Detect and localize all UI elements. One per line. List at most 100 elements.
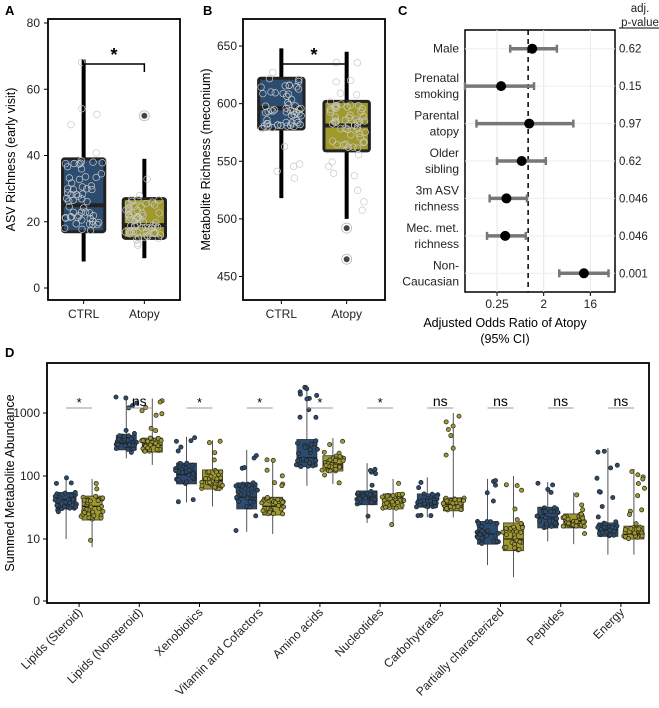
data-point: [336, 480, 342, 486]
panel-letter: B: [203, 3, 212, 18]
row-label: Older: [430, 146, 459, 160]
data-point: [140, 438, 146, 443]
data-point: [579, 502, 585, 508]
data-point: [125, 216, 133, 224]
data-point: [514, 483, 520, 489]
data-point: [347, 131, 355, 139]
data-point: [297, 112, 305, 120]
data-point: [97, 170, 106, 178]
data-point: [609, 524, 615, 530]
data-point: [328, 120, 337, 128]
outlier-point: [342, 255, 351, 264]
data-point: [566, 520, 571, 526]
data-point: [332, 101, 341, 110]
data-point: [434, 494, 440, 500]
data-point: [259, 89, 267, 98]
data-point: [490, 498, 496, 504]
data-point: [639, 507, 645, 513]
data-point: [595, 524, 601, 530]
data-point: [64, 185, 72, 193]
data-point: [176, 477, 182, 483]
plot-frame: [46, 362, 650, 604]
data-point: [54, 480, 59, 486]
data-point: [341, 116, 350, 124]
data-point: [271, 511, 277, 517]
data-point: [642, 485, 647, 491]
data-point: [355, 490, 361, 496]
data-point: [427, 498, 433, 504]
data-point: [372, 466, 378, 472]
data-point: [608, 465, 614, 471]
data-point: [632, 530, 638, 536]
data-point: [633, 521, 639, 527]
data-point: [153, 440, 159, 446]
data-point: [578, 511, 584, 517]
data-point: [184, 460, 190, 466]
data-point: [358, 105, 366, 113]
p-value: 0.046: [619, 193, 648, 205]
data-point: [274, 121, 282, 129]
data-point: [332, 58, 340, 67]
data-point: [353, 59, 362, 67]
data-point: [217, 438, 223, 444]
data-point: [399, 502, 405, 508]
data-point: [594, 475, 600, 481]
data-point: [337, 454, 343, 459]
data-point: [295, 450, 301, 456]
data-point: [516, 546, 522, 552]
data-point: [595, 449, 601, 455]
data-point: [491, 538, 497, 544]
data-point: [298, 464, 304, 470]
data-point: [264, 467, 270, 473]
data-point: [304, 396, 310, 402]
p-value-header: p-value: [621, 17, 659, 29]
x-tick-label: Energy: [590, 605, 627, 642]
data-point: [295, 77, 303, 86]
y-tick-label: 0: [33, 594, 40, 608]
data-point: [70, 159, 78, 168]
data-point: [328, 137, 337, 145]
data-point: [295, 458, 301, 464]
data-point: [360, 138, 368, 146]
significance-label: ns: [553, 393, 568, 409]
data-point: [73, 504, 79, 510]
data-point: [258, 125, 266, 133]
data-point: [113, 394, 119, 400]
data-point: [310, 463, 316, 469]
data-point: [246, 491, 251, 497]
data-point: [613, 519, 619, 525]
data-point: [548, 509, 554, 514]
data-point: [534, 513, 540, 519]
data-point: [371, 497, 377, 502]
data-point: [213, 469, 219, 475]
data-point: [367, 491, 373, 497]
data-point: [297, 391, 303, 397]
data-point: [327, 468, 333, 474]
data-point: [332, 78, 340, 86]
data-point: [582, 531, 588, 537]
data-point: [450, 445, 456, 451]
data-point: [55, 509, 61, 515]
data-point: [142, 228, 150, 236]
data-point: [153, 428, 159, 434]
data-point: [418, 498, 424, 504]
data-point: [67, 500, 73, 506]
data-point: [429, 491, 435, 497]
data-point: [72, 190, 80, 199]
data-point: [440, 500, 446, 506]
data-point: [235, 498, 241, 504]
data-point: [359, 113, 368, 121]
data-point: [543, 508, 549, 514]
data-point: [552, 505, 558, 510]
data-point: [250, 480, 256, 486]
data-point: [418, 480, 424, 485]
data-point: [70, 497, 76, 502]
data-point: [372, 491, 378, 497]
data-point: [479, 523, 485, 529]
odds-ratio-point: [578, 268, 589, 279]
data-point: [81, 497, 87, 503]
data-point: [297, 104, 305, 113]
data-point: [98, 159, 106, 167]
y-axis-title: ASV Richness (early visit): [4, 88, 18, 232]
data-point: [555, 509, 561, 515]
